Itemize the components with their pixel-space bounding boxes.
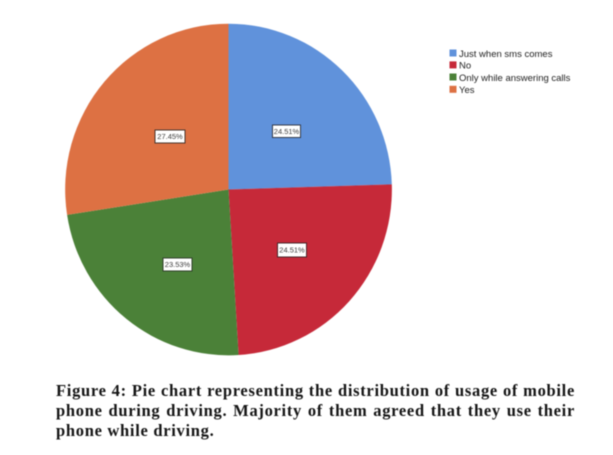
svg-text:Just when sms comes: Just when sms comes: [459, 49, 553, 60]
svg-text:24.51%: 24.51%: [279, 246, 305, 255]
svg-text:24.51%: 24.51%: [274, 127, 300, 136]
svg-text:Yes: Yes: [459, 85, 475, 96]
svg-text:Only while answering calls: Only while answering calls: [459, 73, 571, 84]
svg-text:No: No: [459, 61, 471, 72]
svg-text:27.45%: 27.45%: [157, 132, 183, 141]
svg-text:23.53%: 23.53%: [165, 260, 191, 269]
